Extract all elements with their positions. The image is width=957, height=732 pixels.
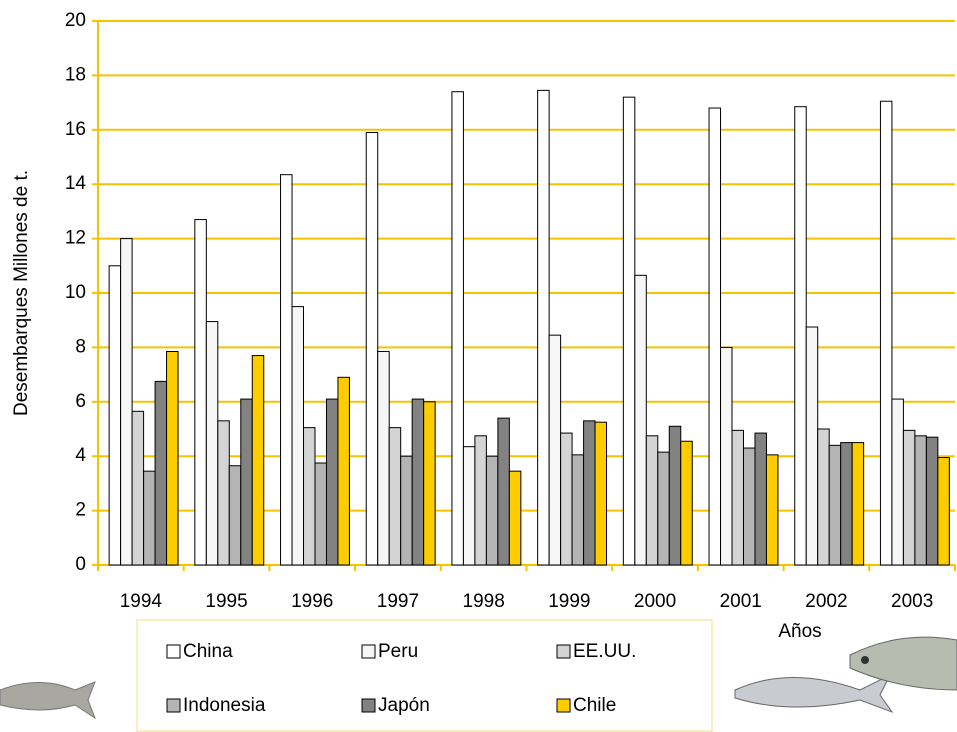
- x-tick-label: 1999: [548, 591, 590, 612]
- bar: [451, 91, 464, 566]
- y-tick-label: 8: [75, 336, 86, 357]
- bar: [708, 107, 722, 566]
- bar: [914, 435, 927, 566]
- bar: [645, 435, 659, 566]
- x-tick-label: 2002: [805, 591, 847, 612]
- bar: [314, 462, 327, 566]
- bar: [205, 321, 219, 566]
- legend-label: China: [183, 641, 233, 662]
- bar: [840, 442, 853, 566]
- bar: [291, 306, 305, 566]
- bar: [851, 442, 865, 566]
- bar: [765, 454, 779, 566]
- bar: [423, 401, 436, 566]
- legend-swatch: [166, 644, 181, 659]
- x-tick-label: 1998: [463, 591, 505, 612]
- bar: [805, 326, 819, 566]
- x-tick-label: 2003: [891, 591, 933, 612]
- bar: [154, 380, 168, 566]
- legend-swatch: [166, 698, 181, 713]
- bar: [411, 398, 425, 566]
- bar: [325, 398, 339, 566]
- bar: [594, 421, 608, 566]
- y-tick-label: 16: [65, 119, 86, 140]
- bar: [680, 440, 693, 566]
- bar: [754, 432, 767, 566]
- y-tick-label: 20: [65, 10, 86, 31]
- legend-swatch: [556, 644, 571, 659]
- legend-label: Chile: [573, 695, 616, 716]
- y-tick-label: 4: [75, 445, 86, 466]
- bar: [634, 274, 647, 566]
- bar: [720, 346, 733, 566]
- bar: [485, 455, 499, 566]
- bar: [902, 429, 916, 566]
- bar: [400, 455, 413, 566]
- legend-swatch: [361, 698, 376, 713]
- x-tick-label: 1997: [377, 591, 419, 612]
- y-tick-label: 6: [75, 391, 86, 412]
- bar: [337, 376, 350, 566]
- x-tick-label: 2001: [720, 591, 762, 612]
- bar: [622, 96, 636, 566]
- bar: [583, 420, 596, 566]
- y-axis-label: Desembarques Millones de t.: [11, 170, 32, 416]
- bar: [143, 470, 156, 566]
- bar: [937, 457, 950, 566]
- bar: [474, 435, 487, 566]
- bar: [280, 174, 293, 566]
- bar: [108, 265, 122, 566]
- bar: [794, 106, 807, 566]
- bar: [303, 427, 316, 566]
- x-axis-label: Años: [778, 621, 821, 642]
- bar: [462, 446, 476, 566]
- bar: [731, 429, 744, 566]
- legend-label: Peru: [378, 641, 418, 662]
- bar: [251, 355, 265, 566]
- legend-label: Japón: [378, 695, 430, 716]
- bar: [891, 398, 904, 566]
- bar: [508, 470, 522, 566]
- bar: [217, 420, 230, 566]
- bar: [497, 417, 510, 566]
- bar: [240, 398, 253, 566]
- y-tick-label: 0: [75, 554, 86, 575]
- x-tick-label: 1995: [205, 591, 247, 612]
- y-tick-label: 14: [65, 173, 87, 194]
- bar: [817, 428, 830, 566]
- bar: [166, 350, 179, 566]
- bar: [657, 451, 670, 566]
- fish-decoration: [0, 636, 957, 720]
- bar: [571, 454, 585, 566]
- y-tick-label: 2: [75, 500, 86, 521]
- x-tick-label: 1994: [120, 591, 163, 612]
- bar: [365, 132, 379, 566]
- y-tick-label: 12: [65, 228, 86, 249]
- bar: [377, 350, 390, 566]
- bar: [548, 334, 562, 566]
- bar: [120, 238, 133, 566]
- legend-swatch: [556, 698, 571, 713]
- legend-swatch: [361, 644, 376, 659]
- legend-label: Indonesia: [183, 695, 266, 716]
- bar: [879, 100, 893, 566]
- bar: [828, 444, 842, 566]
- bar: [925, 436, 939, 566]
- bar: [131, 410, 145, 566]
- x-tick-label: 1996: [291, 591, 333, 612]
- bar: [228, 465, 242, 566]
- bar: [668, 425, 682, 566]
- bar: [742, 447, 756, 566]
- y-tick-label: 10: [65, 282, 86, 303]
- bar: [388, 427, 402, 566]
- legend-label: EE.UU.: [573, 641, 636, 662]
- bar: [194, 219, 207, 566]
- bar: [537, 89, 550, 566]
- x-tick-label: 2000: [634, 591, 676, 612]
- y-tick-label: 18: [65, 64, 86, 85]
- bar: [560, 432, 573, 566]
- legend-box: [136, 619, 713, 732]
